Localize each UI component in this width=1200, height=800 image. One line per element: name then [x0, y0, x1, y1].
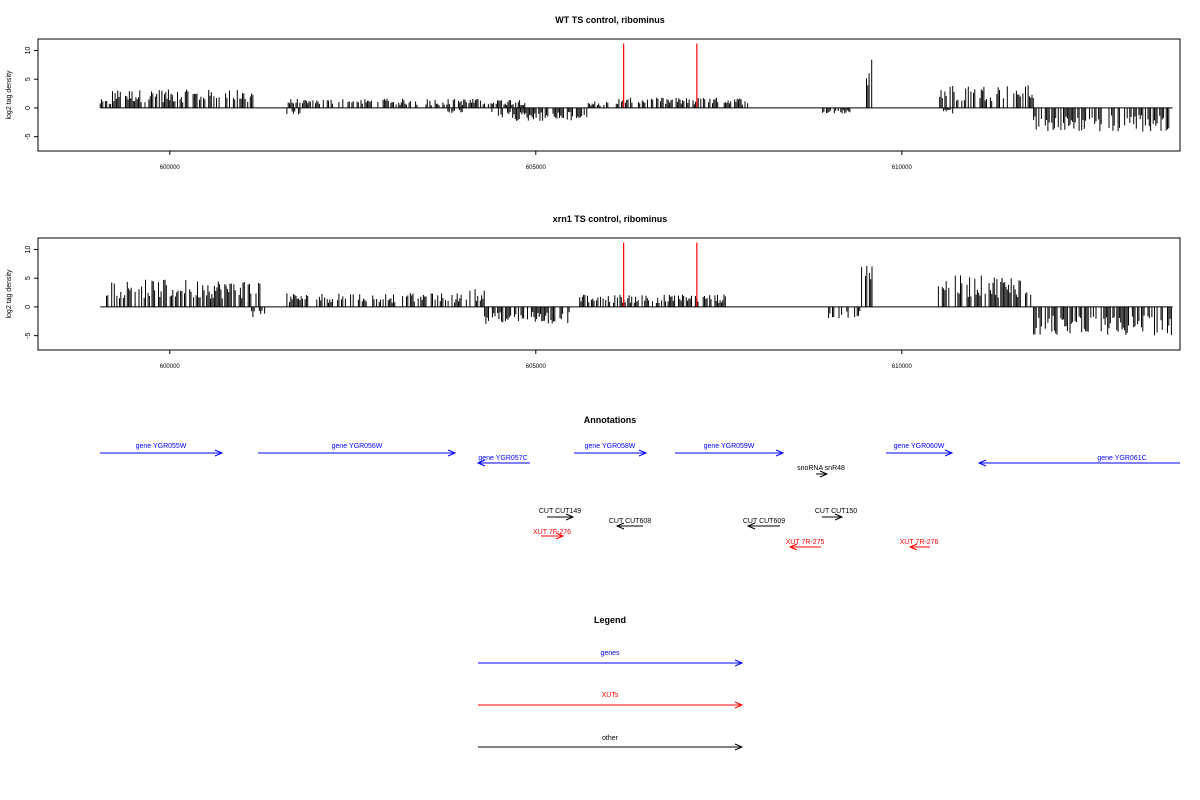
feature-arrowhead [476, 459, 486, 467]
feature-arrowhead [977, 459, 987, 467]
feature-gene-ygr061c: gene YGR061C [977, 455, 1180, 467]
feature-label: snoRNA snR48 [797, 465, 845, 472]
feature-arrowhead [775, 449, 785, 457]
y-tick-label: 0 [25, 106, 32, 110]
y-tick-label: 0 [25, 305, 32, 309]
wt-track-ylabel: log2 tag density [6, 70, 13, 120]
xrn1-track-bars [106, 265, 1172, 336]
feature-arrowhead [615, 522, 625, 530]
x-tick-label: 610000 [892, 364, 913, 370]
feature-label: gene YGR060W [894, 443, 945, 450]
legend-title: Legend [594, 615, 626, 625]
feature-label: gene YGR057C [478, 455, 527, 462]
feature-xut-7r-275: XUT 7R-275 [786, 539, 825, 551]
feature-snorna-snr48: snoRNA snR48 [797, 465, 845, 478]
feature-gene-ygr060w: gene YGR060W [886, 443, 954, 457]
legend-item-other: other [478, 735, 744, 751]
feature-cut-cut608: CUT CUT608 [609, 518, 651, 530]
x-tick-label: 605000 [526, 165, 547, 171]
feature-label: CUT CUT609 [743, 518, 785, 525]
feature-gene-ygr057c: gene YGR057C [476, 455, 530, 467]
legend-item-genes: genes [478, 650, 744, 667]
feature-gene-ygr058w: gene YGR058W [574, 443, 648, 457]
wt-track-panel: WT TS control, ribominus log2 tag densit… [6, 15, 1181, 171]
y-tick-label: -5 [25, 332, 32, 338]
feature-label: XUT 7R-275 [786, 539, 825, 546]
feature-arrowhead [834, 513, 844, 521]
x-tick-label: 605000 [526, 364, 547, 370]
feature-label: gene YGR059W [704, 443, 755, 450]
y-tick-label: 5 [25, 77, 32, 81]
annotation-features: gene YGR055W gene YGR056W gene YGR057C gene… [100, 443, 1180, 551]
feature-xut-7f-276: XUT 7F-276 [533, 529, 571, 540]
feature-label: gene YGR056W [332, 443, 383, 450]
wt-track-bars [99, 59, 1170, 132]
y-tick-label: 10 [25, 245, 32, 253]
y-tick-label: 5 [25, 276, 32, 280]
feature-label: gene YGR055W [136, 443, 187, 450]
wt-track-title: WT TS control, ribominus [555, 15, 665, 25]
feature-gene-ygr059w: gene YGR059W [675, 443, 785, 457]
xrn1-track-panel: xrn1 TS control, ribominus log2 tag dens… [6, 214, 1181, 370]
x-tick-label: 600000 [160, 364, 181, 370]
feature-arrowhead [788, 543, 798, 551]
legend-label-other: other [602, 735, 619, 742]
x-tick-label: 600000 [160, 165, 181, 171]
wt-track-y-axis: -5 0 5 10 [25, 46, 38, 140]
legend-arrowhead-other [734, 743, 744, 751]
legend-label-genes: genes [600, 650, 620, 657]
annotations-title: Annotations [584, 415, 637, 425]
feature-arrowhead [819, 470, 829, 478]
feature-gene-ygr055w: gene YGR055W [100, 443, 224, 457]
feature-arrowhead [638, 449, 648, 457]
feature-arrowhead [746, 522, 756, 530]
y-tick-label: 10 [25, 46, 32, 54]
feature-label: CUT CUT608 [609, 518, 651, 525]
feature-label: CUT CUT149 [539, 508, 581, 515]
feature-label: XUT 7R-276 [900, 539, 939, 546]
feature-arrowhead [447, 449, 457, 457]
xrn1-track-markers [623, 242, 698, 307]
feature-arrowhead [944, 449, 954, 457]
xrn1-track-plot-frame [37, 237, 1181, 351]
wt-track-plot-frame [37, 38, 1181, 152]
wt-track-x-axis: 600000 605000 610000 [160, 151, 913, 171]
xrn1-track-x-axis: 600000 605000 610000 [160, 350, 913, 370]
legend-arrowhead-xuts [734, 701, 744, 709]
annotations-section: Annotations gene YGR055W gene YGR056Wgene… [100, 415, 1180, 551]
y-tick-label: -5 [25, 133, 32, 139]
x-tick-label: 610000 [892, 165, 913, 171]
xrn1-track-ylabel: log2 tag density [6, 269, 13, 319]
legend-label-xuts: XUTs [602, 692, 619, 699]
feature-cut-cut150: CUT CUT150 [815, 508, 857, 521]
legend-item-xuts: XUTs [478, 692, 744, 709]
feature-label: gene YGR058W [585, 443, 636, 450]
feature-arrowhead [555, 532, 565, 540]
feature-arrowhead [908, 543, 918, 551]
legend-arrowhead-genes [734, 659, 744, 667]
feature-arrowhead [214, 449, 224, 457]
feature-cut-cut149: CUT CUT149 [539, 508, 581, 521]
legend-section: Legend genes XUTs other [478, 615, 744, 751]
wt-track-markers [623, 43, 698, 108]
feature-label: CUT CUT150 [815, 508, 857, 515]
xrn1-track-y-axis: -5 0 5 10 [25, 245, 38, 339]
feature-gene-ygr056w: gene YGR056W [258, 443, 457, 457]
feature-xut-7r-276: XUT 7R-276 [900, 539, 939, 551]
feature-arrowhead [565, 513, 575, 521]
xrn1-track-title: xrn1 TS control, ribominus [553, 214, 668, 224]
feature-label: XUT 7F-276 [533, 529, 571, 536]
feature-cut-cut609: CUT CUT609 [743, 518, 785, 530]
feature-label: gene YGR061C [1097, 455, 1146, 462]
